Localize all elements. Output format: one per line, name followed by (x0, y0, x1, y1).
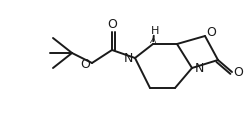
Text: H: H (151, 26, 159, 36)
Text: O: O (107, 18, 117, 30)
Text: O: O (233, 67, 243, 79)
Text: O: O (80, 58, 90, 72)
Text: O: O (206, 27, 216, 39)
Text: N: N (123, 53, 133, 65)
Text: N: N (194, 62, 204, 76)
